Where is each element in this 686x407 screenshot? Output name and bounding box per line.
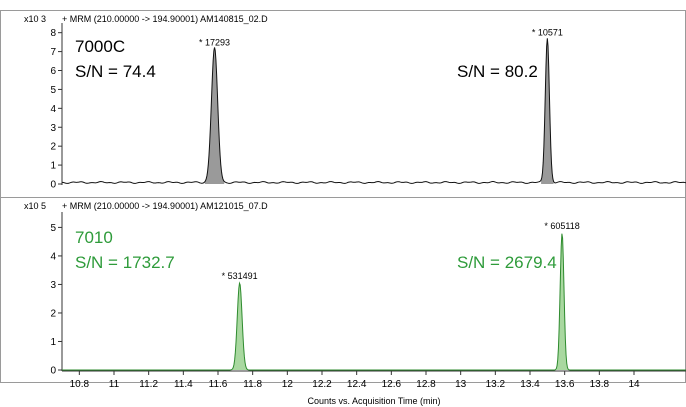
y-tick-label: 4 — [50, 104, 56, 115]
y-tick-label: 3 — [50, 123, 56, 134]
x-tick-label: 12.8 — [416, 379, 436, 390]
signal-to-noise-label: S/N = 1732.7 — [75, 253, 175, 272]
y-tick-label: 0 — [50, 366, 56, 377]
y-tick-label: 1 — [50, 161, 56, 172]
y-tick-label: 8 — [50, 28, 56, 39]
instrument-label: 7010 — [75, 228, 113, 247]
x-tick-label: 12.4 — [347, 379, 367, 390]
y-tick-label: 3 — [50, 280, 56, 291]
y-tick-label: 1 — [50, 337, 56, 348]
x-tick-label: 13.6 — [555, 379, 575, 390]
y-tick-label: 4 — [50, 251, 56, 262]
y-tick-label: 7 — [50, 47, 56, 58]
signal-to-noise-label: S/N = 80.2 — [457, 62, 538, 81]
panel-frame — [0, 10, 686, 198]
y-tick-label: 5 — [50, 223, 56, 234]
y-scale-label: x10 3 — [24, 14, 46, 24]
panel-title: + MRM (210.00000 -> 194.90001) AM140815_… — [62, 14, 268, 24]
x-tick-label: 13.8 — [590, 379, 610, 390]
x-tick-label: 12.6 — [382, 379, 402, 390]
trace-line — [62, 233, 686, 371]
x-tick-label: 14 — [628, 379, 640, 390]
chart-panel-1: x10 3 + MRM (210.00000 -> 194.90001) AM14… — [0, 10, 686, 198]
signal-to-noise-label: S/N = 2679.4 — [457, 253, 557, 272]
x-tick-label: 12.2 — [312, 379, 332, 390]
panel-title: + MRM (210.00000 -> 194.90001) AM121015_… — [62, 201, 268, 211]
y-tick-label: 6 — [50, 66, 56, 77]
y-tick-label: 0 — [50, 180, 56, 191]
x-tick-label: 11 — [109, 379, 120, 390]
x-tick-label: 13.4 — [520, 379, 540, 390]
x-axis-label: Counts vs. Acquisition Time (min) — [307, 396, 440, 406]
peak-label: * 531491 — [222, 271, 258, 281]
peak-label: * 10571 — [532, 27, 563, 37]
y-tick-label: 2 — [50, 142, 56, 153]
panel-frame — [0, 197, 686, 383]
peak-label: * 17293 — [199, 38, 230, 48]
x-tick-label: 11.2 — [139, 379, 158, 390]
x-tick-label: 11.4 — [174, 379, 193, 390]
chart-panel-2: x10 5 + MRM (210.00000 -> 194.90001) AM12… — [0, 197, 686, 406]
instrument-label: 7000C — [75, 37, 125, 56]
y-tick-label: 2 — [50, 308, 56, 319]
y-tick-label: 5 — [50, 85, 56, 96]
x-tick-label: 10.8 — [70, 379, 90, 390]
x-tick-label: 11.6 — [209, 379, 228, 390]
x-tick-label: 13 — [455, 379, 467, 390]
x-tick-label: 11.8 — [243, 379, 262, 390]
trace-line — [61, 38, 686, 184]
peak-label: * 605118 — [544, 221, 579, 231]
signal-to-noise-label: S/N = 74.4 — [75, 62, 156, 81]
x-tick-label: 12 — [282, 379, 294, 390]
y-scale-label: x10 5 — [24, 201, 46, 211]
x-tick-label: 13.2 — [486, 379, 506, 390]
